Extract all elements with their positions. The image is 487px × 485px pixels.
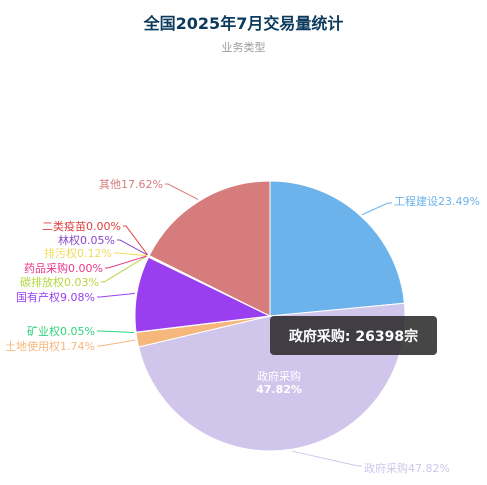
slice-label-6: 药品采购0.00% xyxy=(24,261,103,275)
label-line-0 xyxy=(361,202,392,216)
chart-title: 全国2025年7月交易量统计 xyxy=(143,14,344,33)
inner-slice-value: 47.82% xyxy=(256,383,302,396)
slice-label-9: 二类疫苗0.00% xyxy=(42,219,121,233)
slice-label-0: 工程建设23.49% xyxy=(394,194,480,208)
slice-label-3: 矿业权0.05% xyxy=(27,325,95,338)
label-line-5 xyxy=(101,255,148,283)
slice-label-5: 碳排放权0.03% xyxy=(20,275,99,289)
inner-slice-name: 政府采购 xyxy=(257,369,301,383)
label-line-3 xyxy=(97,330,135,334)
label-line-10 xyxy=(165,183,199,200)
slice-label-8: 林权0.05% xyxy=(58,233,115,247)
label-line-7 xyxy=(114,252,148,257)
label-line-6 xyxy=(105,255,147,269)
pie-slice-0[interactable] xyxy=(269,180,405,317)
slice-label-4: 国有产权9.08% xyxy=(16,290,95,304)
label-line-1 xyxy=(292,450,362,467)
label-line-2 xyxy=(97,339,136,347)
slice-label-2: 土地使用权1.74% xyxy=(5,340,95,353)
slice-tooltip: 政府采购: 26398宗 xyxy=(270,316,437,355)
slice-label-1: 政府采购47.82% xyxy=(364,461,450,475)
label-line-8 xyxy=(117,239,148,256)
pie-slice-10[interactable] xyxy=(148,180,271,317)
slice-label-10: 其他17.62% xyxy=(99,178,163,191)
label-line-4 xyxy=(97,292,135,298)
slice-label-7: 排污权0.12% xyxy=(44,246,112,260)
label-line-9 xyxy=(123,225,148,256)
chart-subtitle: 业务类型 xyxy=(221,41,266,54)
